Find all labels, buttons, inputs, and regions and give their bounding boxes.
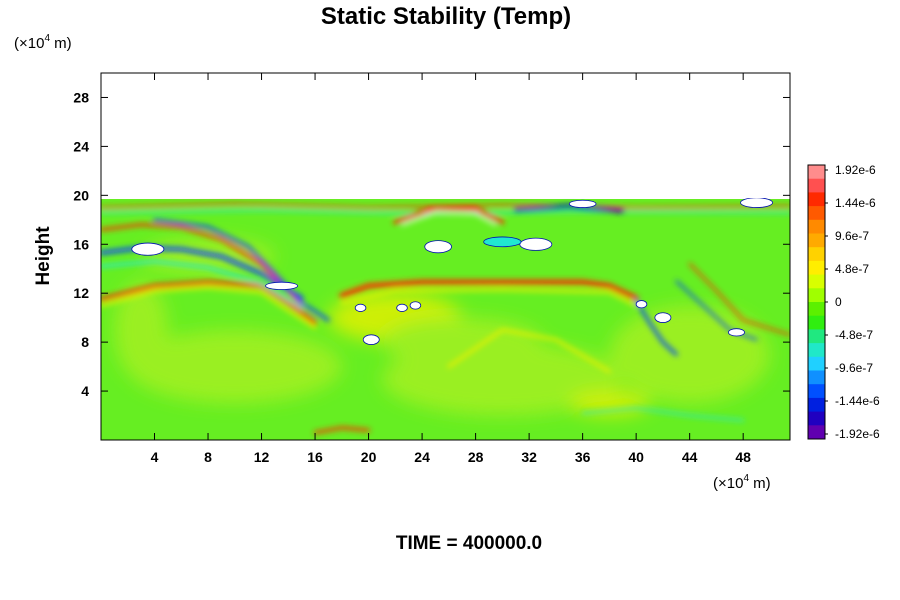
field-spot xyxy=(483,236,522,248)
field-spot xyxy=(728,328,745,337)
colorbar-label: 9.6e-7 xyxy=(835,229,869,243)
colorbar-swatch xyxy=(808,233,825,248)
x-tick-label: 8 xyxy=(204,449,212,465)
y-tick-label: 16 xyxy=(73,236,89,252)
x-axis-unit: (×104 m) xyxy=(713,473,771,492)
field-patch xyxy=(569,391,650,416)
field-band xyxy=(101,280,318,325)
x-tick-label: 4 xyxy=(151,449,159,465)
field-spot xyxy=(424,240,452,254)
x-tick-label: 48 xyxy=(735,449,751,465)
field-spot xyxy=(396,303,408,312)
field-bands xyxy=(101,202,790,435)
field-patch xyxy=(114,280,168,379)
x-tick-label: 40 xyxy=(628,449,644,465)
field-spot xyxy=(265,281,299,290)
colorbar-label: 1.44e-6 xyxy=(835,196,876,210)
y-axis-label: Height xyxy=(33,226,54,286)
colorbar-swatch xyxy=(808,260,825,276)
plot-frame xyxy=(100,72,791,441)
colorbar-swatch xyxy=(808,302,825,317)
colorbar-swatch xyxy=(808,411,825,426)
field-patch xyxy=(381,317,543,367)
chart-title: Static Stability (Temp) xyxy=(321,3,571,30)
colorbar-swatch xyxy=(808,206,825,221)
field-band xyxy=(153,218,330,322)
y-tick-label: 24 xyxy=(73,138,89,154)
x-tick-label: 20 xyxy=(361,449,377,465)
colorbar-swatch xyxy=(808,288,825,303)
x-tick-label: 36 xyxy=(575,449,591,465)
colorbar-label: 4.8e-7 xyxy=(835,262,869,276)
field-spot xyxy=(635,300,648,309)
x-tick-label: 32 xyxy=(521,449,537,465)
colorbar-swatch xyxy=(808,384,825,399)
x-tick-label: 28 xyxy=(468,449,484,465)
x-unit-base: (×10 xyxy=(713,475,743,492)
colorbar: 1.92e-6 1.44e-6 9.6e-7 4.8e-7 0 -4.8e-7 -9.6e-… xyxy=(807,163,880,441)
colorbar-swatch xyxy=(808,370,825,385)
field-band xyxy=(313,426,371,435)
colorbar-label: 0 xyxy=(835,295,842,309)
field-band xyxy=(634,299,678,356)
colorbar-swatch xyxy=(808,425,825,440)
field-band xyxy=(393,205,505,225)
colorbar-swatch xyxy=(808,178,825,193)
field-band xyxy=(101,259,304,310)
field-band xyxy=(447,328,611,373)
colorbar-swatch xyxy=(808,356,825,371)
x-unit-exponent: 4 xyxy=(743,473,749,484)
field-spot xyxy=(362,334,380,345)
colorbar-swatch xyxy=(808,247,825,262)
field-band xyxy=(340,288,638,307)
field-band xyxy=(688,262,790,336)
field-patch xyxy=(127,329,342,404)
y-unit-base: (×10 xyxy=(14,35,44,52)
x-unit-tail: m) xyxy=(749,475,771,492)
y-tick-label: 8 xyxy=(81,334,89,350)
y-tick-label: 20 xyxy=(73,187,89,203)
field-band xyxy=(581,407,745,422)
colorbar-swatch xyxy=(808,397,825,413)
colorbar-swatch xyxy=(808,315,825,330)
field-spot xyxy=(409,301,422,310)
y-unit-tail: m) xyxy=(50,35,72,52)
colorbar-swatch xyxy=(808,219,825,234)
y-tick-label: 12 xyxy=(73,285,89,301)
field-spot xyxy=(131,242,165,256)
colorbar-label: -4.8e-7 xyxy=(835,328,873,342)
field-spot xyxy=(354,303,367,312)
field-spot xyxy=(740,198,774,208)
field-band xyxy=(101,223,304,307)
colorbar-label: 1.92e-6 xyxy=(835,163,876,177)
colorbar-label: -9.6e-7 xyxy=(835,361,873,375)
field-spot xyxy=(519,237,553,251)
x-tick-label: 24 xyxy=(414,449,430,465)
colorbar-label: -1.92e-6 xyxy=(835,427,880,441)
y-tick-label: 4 xyxy=(81,383,89,399)
field-band xyxy=(513,204,625,214)
colorbar-swatch xyxy=(808,165,825,180)
colorbar-label: -1.44e-6 xyxy=(835,394,880,408)
colorbar-swatch xyxy=(808,274,825,289)
x-tick-label: 12 xyxy=(254,449,270,465)
y-unit-exponent: 4 xyxy=(44,33,50,44)
y-tick-label: 28 xyxy=(73,89,89,105)
field-band xyxy=(339,279,639,301)
colorbar-swatch xyxy=(808,343,825,358)
colorbar-swatch xyxy=(808,329,825,344)
field-band xyxy=(101,285,317,329)
x-tick-label: 44 xyxy=(682,449,698,465)
colorbar-swatch xyxy=(808,192,825,207)
time-label: TIME = 400000.0 xyxy=(396,533,542,554)
field-band xyxy=(401,211,497,226)
field-spot xyxy=(568,199,597,208)
y-axis-unit: (×104 m) xyxy=(14,33,72,52)
field-spot xyxy=(654,312,672,323)
x-tick-label: 16 xyxy=(307,449,323,465)
